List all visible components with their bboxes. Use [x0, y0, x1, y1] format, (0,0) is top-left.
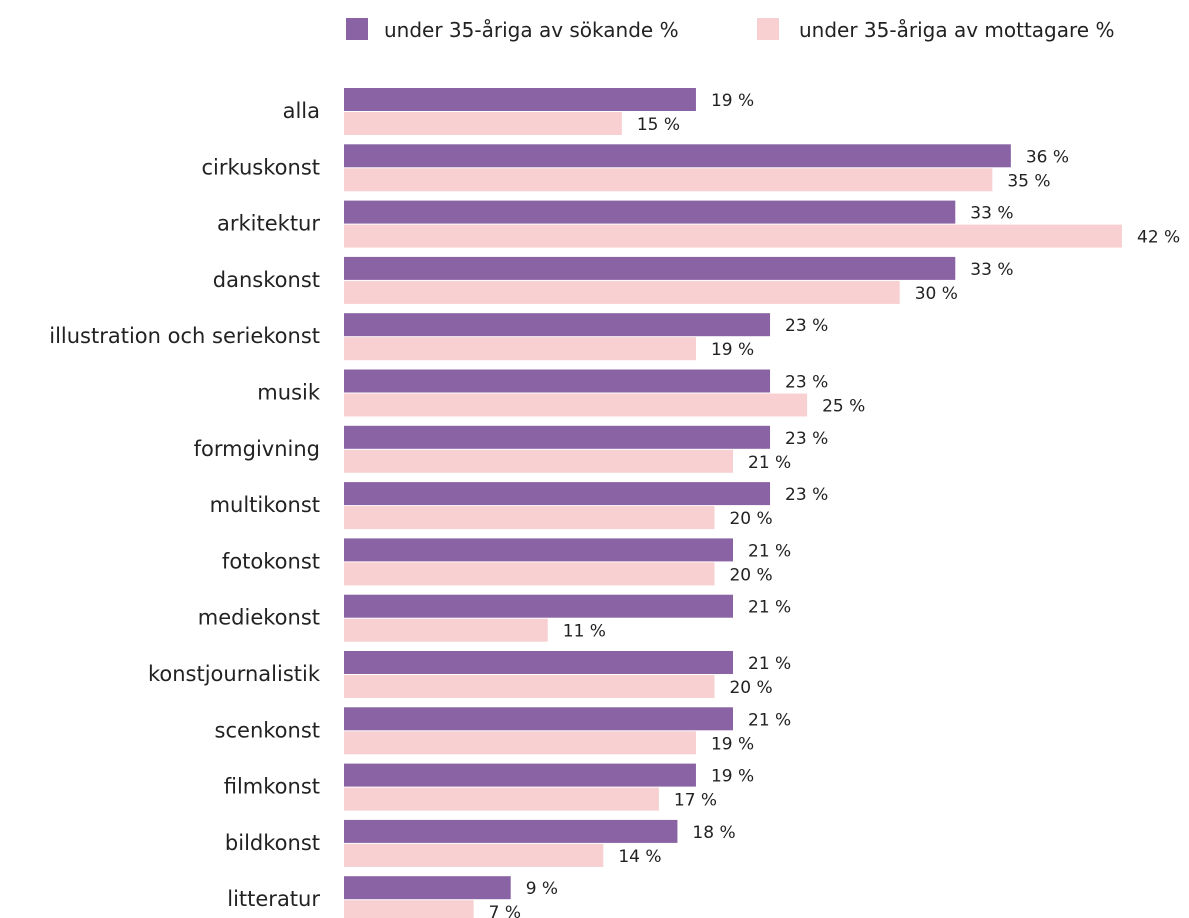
bar-recipients	[344, 168, 993, 192]
bar-applicants	[344, 819, 678, 843]
category-label: bildkonst	[225, 831, 320, 855]
bar-applicants	[344, 200, 956, 224]
legend-swatch-1	[346, 18, 368, 40]
value-label-recipients: 35 %	[1007, 171, 1050, 191]
bar-applicants	[344, 482, 771, 506]
value-label-recipients: 15 %	[637, 115, 680, 135]
value-label-applicants: 21 %	[748, 710, 791, 730]
bar-applicants	[344, 707, 733, 731]
legend-label-2: under 35-åriga av mottagare %	[799, 18, 1114, 42]
value-label-applicants: 21 %	[748, 541, 791, 561]
value-label-applicants: 21 %	[748, 654, 791, 674]
bar-applicants	[344, 369, 771, 393]
bar-recipients	[344, 112, 622, 135]
value-label-applicants: 19 %	[711, 91, 754, 111]
bar-recipients	[344, 675, 715, 698]
bar-recipients	[344, 731, 696, 755]
category-label: alla	[283, 99, 320, 123]
value-label-applicants: 23 %	[785, 316, 828, 336]
value-label-recipients: 20 %	[729, 565, 772, 585]
value-label-applicants: 36 %	[1026, 147, 1069, 167]
bar-applicants	[344, 256, 956, 280]
bar-applicants	[344, 594, 733, 618]
value-label-applicants: 33 %	[970, 204, 1013, 224]
value-label-recipients: 20 %	[729, 678, 772, 698]
bar-applicants	[344, 763, 696, 787]
category-label: litteratur	[227, 887, 320, 911]
value-label-applicants: 9 %	[526, 879, 558, 899]
bar-recipients	[344, 506, 715, 530]
category-label: multikonst	[210, 493, 320, 517]
bar-recipients	[344, 449, 733, 473]
legend-label-1: under 35-åriga av sökande %	[384, 18, 679, 42]
value-label-recipients: 19 %	[711, 734, 754, 754]
bar-recipients	[344, 280, 900, 304]
category-label: filmkonst	[224, 775, 320, 799]
category-label: mediekonst	[198, 606, 320, 630]
value-label-applicants: 19 %	[711, 767, 754, 787]
value-label-applicants: 23 %	[785, 373, 828, 393]
bar-applicants	[344, 313, 771, 337]
value-label-applicants: 23 %	[785, 485, 828, 505]
value-label-applicants: 33 %	[970, 260, 1013, 280]
category-label: musik	[257, 381, 321, 405]
bar-recipients	[344, 562, 715, 586]
value-label-recipients: 7 %	[489, 903, 521, 918]
bar-recipients	[344, 224, 1122, 248]
bar-recipients	[344, 337, 696, 361]
value-label-recipients: 30 %	[915, 284, 958, 304]
value-label-recipients: 21 %	[748, 453, 791, 473]
value-label-applicants: 23 %	[785, 429, 828, 449]
category-label: cirkuskonst	[201, 155, 320, 179]
bar-recipients	[344, 787, 659, 811]
bar-applicants	[344, 425, 771, 449]
bar-applicants	[344, 144, 1011, 168]
value-label-recipients: 42 %	[1137, 228, 1180, 248]
value-label-recipients: 25 %	[822, 397, 865, 417]
value-label-recipients: 19 %	[711, 340, 754, 360]
plot-area: alla 19 % 15 % cirkuskonst 36 % 35 % arkitektu…	[49, 88, 1180, 918]
value-label-recipients: 11 %	[563, 622, 606, 642]
bar-applicants	[344, 876, 511, 900]
bar-applicants	[344, 88, 696, 111]
category-label: danskonst	[213, 268, 320, 292]
bar-recipients	[344, 393, 808, 417]
bar-recipients	[344, 843, 604, 867]
bar-applicants	[344, 538, 733, 562]
legend-swatch-2	[757, 18, 779, 40]
value-label-applicants: 18 %	[692, 823, 735, 843]
category-label: scenkonst	[215, 718, 320, 742]
category-label: konstjournalistik	[148, 662, 321, 686]
legend: under 35-åriga av sökande % under 35-årig…	[346, 18, 1114, 42]
value-label-applicants: 21 %	[748, 598, 791, 618]
bar-applicants	[344, 651, 733, 674]
value-label-recipients: 20 %	[729, 509, 772, 529]
category-label: arkitektur	[217, 212, 320, 236]
value-label-recipients: 17 %	[674, 791, 717, 811]
value-label-recipients: 14 %	[618, 847, 661, 867]
category-label: formgivning	[194, 437, 320, 461]
category-label: fotokonst	[222, 549, 320, 573]
bar-recipients	[344, 900, 474, 918]
bar-recipients	[344, 618, 548, 642]
category-label: illustration och seriekonst	[49, 324, 320, 348]
